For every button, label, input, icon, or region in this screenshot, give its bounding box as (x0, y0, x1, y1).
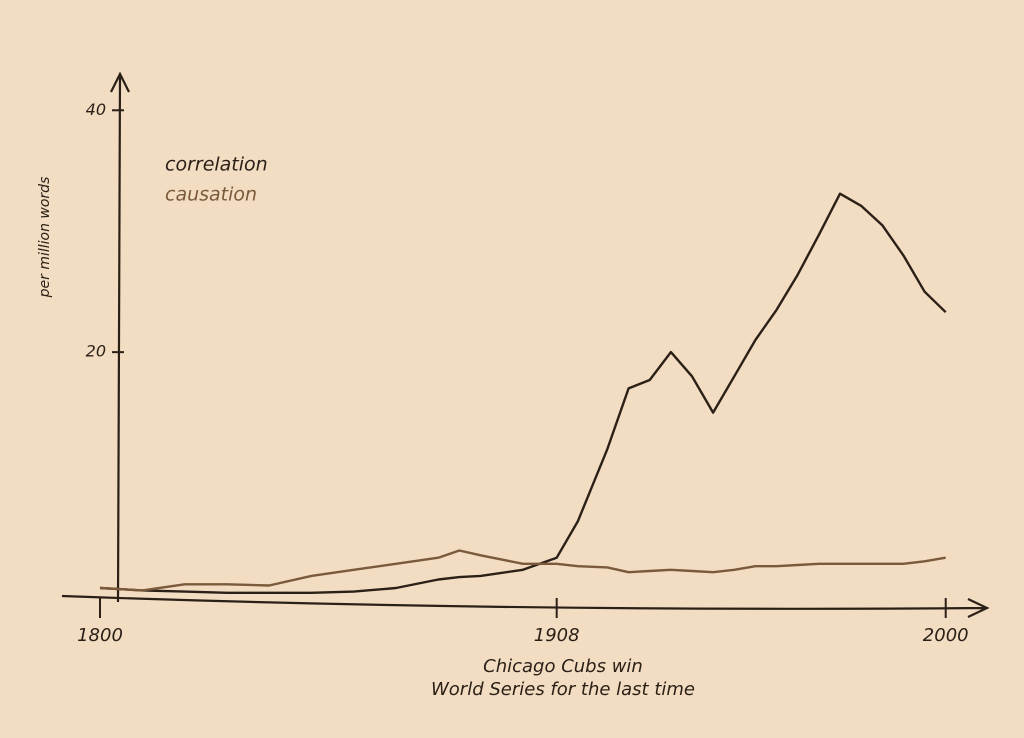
y-tick-label: 40 (86, 100, 106, 119)
x-tick-label: 1908 (534, 625, 580, 646)
y-axis (110, 71, 130, 603)
x-tick-label: 2000 (923, 625, 969, 646)
legend-entry: correlation (165, 154, 268, 176)
annotation: Chicago Cubs win (483, 656, 643, 677)
x-axis (61, 594, 990, 618)
y-tick-label: 20 (86, 342, 106, 361)
y-axis-label: per million words (37, 177, 53, 299)
line (99, 192, 947, 594)
annotation: World Series for the last time (431, 679, 695, 700)
line (99, 549, 946, 592)
x-tick-label: 1800 (77, 625, 123, 646)
legend-entry: causation (165, 184, 257, 206)
